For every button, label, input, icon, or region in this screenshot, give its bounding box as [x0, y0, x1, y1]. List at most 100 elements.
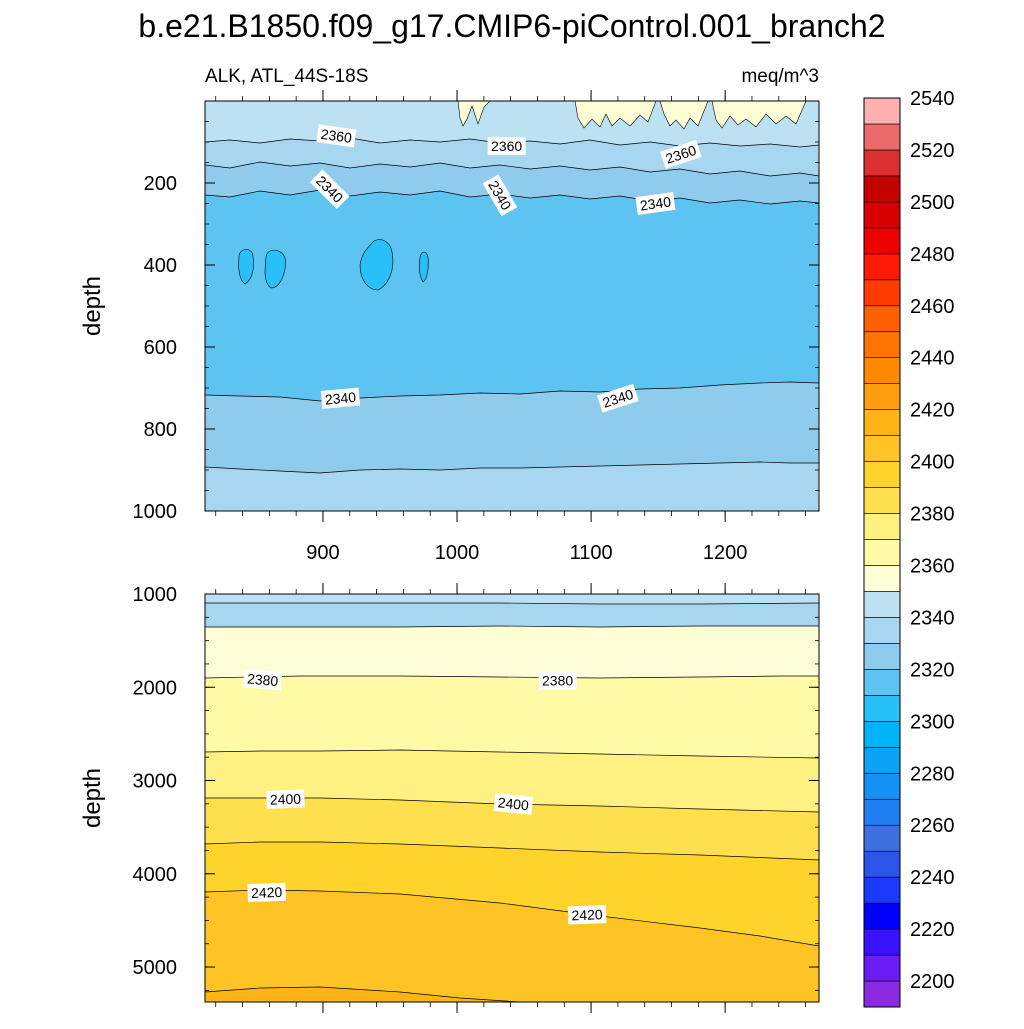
bottom-y-tick-label: 5000 — [133, 957, 178, 979]
bottom-contour-label-box — [266, 789, 305, 809]
top-contour-label-box — [320, 387, 361, 409]
colorbar-swatch — [863, 695, 901, 722]
bottom-contour-label-text: 2400 — [497, 794, 530, 813]
top-x-tick-label: 1000 — [435, 542, 480, 564]
colorbar-swatch — [863, 409, 901, 436]
chart-title: b.e21.B1850.f09_g17.CMIP6-piControl.001_… — [138, 8, 885, 44]
surface-high-blobs — [457, 101, 807, 130]
bottom-contour-label-text: 2380 — [542, 673, 573, 689]
bottom-contour-label-box — [538, 671, 577, 690]
bottom-y-tick-label: 2000 — [133, 677, 178, 699]
colorbar-swatch — [863, 383, 901, 410]
colorbar-label: 2460 — [910, 296, 955, 318]
bottom-y-axis: 1000 2000 3000 4000 5000 — [133, 584, 819, 991]
colorbar-label: 2280 — [910, 763, 955, 785]
colorbar-swatch — [863, 253, 901, 281]
colorbar-swatch — [863, 591, 901, 618]
colorbar-swatch — [863, 772, 901, 800]
colorbar-label: 2340 — [910, 607, 955, 629]
right-subtitle: meq/m^3 — [741, 66, 819, 87]
bottom-contour-label-text: 2420 — [571, 906, 603, 923]
colorbar-label: 2500 — [910, 192, 955, 214]
top-y-tick-label: 200 — [144, 173, 177, 195]
bottom-contour-label: 2420 — [247, 882, 286, 903]
top-x-tick-label: 1200 — [703, 542, 748, 564]
colorbar-label: 2480 — [910, 244, 955, 266]
bottom-plot-frame — [204, 593, 820, 1003]
colorbar-frame — [863, 97, 901, 1008]
colorbar-swatch — [863, 565, 901, 592]
top-contour-label-box — [309, 169, 350, 209]
colorbar-label: 2220 — [910, 919, 955, 941]
top-y-tick-label: 600 — [144, 337, 177, 359]
top-x-tick-label: 900 — [306, 542, 339, 564]
bottom-contour-label-text: 2400 — [270, 791, 302, 808]
colorbar-swatch — [863, 902, 901, 930]
bottom-contour-label: 2420 — [567, 905, 607, 925]
colorbar-swatch — [863, 928, 901, 956]
colorbar-swatch — [863, 954, 901, 982]
top-contour-label-box — [482, 174, 518, 217]
colorbar-swatch — [863, 279, 901, 307]
bottom-contour-label-text: 2420 — [251, 884, 283, 901]
bottom-contour-label-text: 2380 — [246, 670, 279, 689]
top-y-axis-label: depth — [79, 276, 106, 336]
bottom-contour-label-box — [242, 669, 283, 691]
top-y-tick-label: 800 — [144, 419, 177, 441]
top-y-axis: 200 400 600 800 1000 — [133, 100, 819, 523]
bottom-contour-label-box — [493, 792, 534, 815]
colorbar-label: 2260 — [910, 815, 955, 837]
colorbar-label: 2240 — [910, 867, 955, 889]
colorbar: 2200 2220 2240 2260 2280 2300 2320 2340 2360 2380… — [863, 88, 955, 1008]
top-contour-label-box — [487, 137, 526, 156]
colorbar-label: 2300 — [910, 711, 955, 733]
top-contour-label-box — [597, 383, 639, 413]
top-contour-label-box — [635, 191, 676, 216]
colorbar-swatch — [863, 201, 901, 229]
colorbar-swatch — [863, 331, 901, 359]
colorbar-label: 2400 — [910, 452, 955, 474]
bottom-x-axis — [215, 583, 806, 1013]
colorbar-label: 2320 — [910, 659, 955, 681]
top-contour-label-text: 2360 — [491, 138, 522, 154]
colorbar-swatch — [863, 539, 901, 566]
left-subtitle: ALK, ATL_44S-18S — [205, 66, 368, 87]
colorbar-swatch — [863, 721, 901, 748]
bottom-contour-label: 2400 — [266, 789, 305, 809]
colorbar-label: 2420 — [910, 400, 955, 422]
top-contour-label-text: 2340 — [639, 193, 672, 213]
colorbar-swatch — [863, 97, 901, 125]
bottom-contour-label: 2380 — [538, 671, 577, 690]
colorbar-label: 2520 — [910, 140, 955, 162]
top-contour-label: 2340 — [320, 387, 361, 409]
colorbar-swatch — [863, 435, 901, 462]
colorbar-swatch — [863, 357, 901, 384]
colorbar-swatch — [863, 513, 901, 540]
top-contour-label-text: 2340 — [324, 389, 357, 408]
colorbar-swatch — [863, 798, 901, 826]
colorbar-swatch — [863, 487, 901, 514]
top-y-tick-label: 400 — [144, 255, 177, 277]
colorbar-label: 2200 — [910, 971, 955, 993]
bottom-y-tick-label: 1000 — [133, 584, 178, 606]
bottom-y-axis-label: depth — [79, 768, 106, 828]
colorbar-swatch — [863, 617, 901, 644]
top-contour-label: 2360 — [316, 124, 357, 148]
top-contour-label-text: 2360 — [320, 126, 353, 146]
colorbar-swatch — [863, 175, 901, 203]
bottom-contour-label: 2400 — [493, 792, 534, 815]
bottom-contour-label-box — [567, 905, 607, 925]
colorbar-swatch — [863, 461, 901, 488]
colorbar-label: 2380 — [910, 504, 955, 526]
colorbar-swatch — [863, 643, 901, 670]
colorbar-swatch — [863, 305, 901, 333]
top-y-tick-label: 1000 — [133, 501, 178, 523]
colorbar-swatch — [863, 746, 901, 774]
bottom-y-tick-label: 3000 — [133, 771, 178, 793]
colorbar-swatch — [863, 824, 901, 852]
colorbar-label: 2360 — [910, 555, 955, 577]
